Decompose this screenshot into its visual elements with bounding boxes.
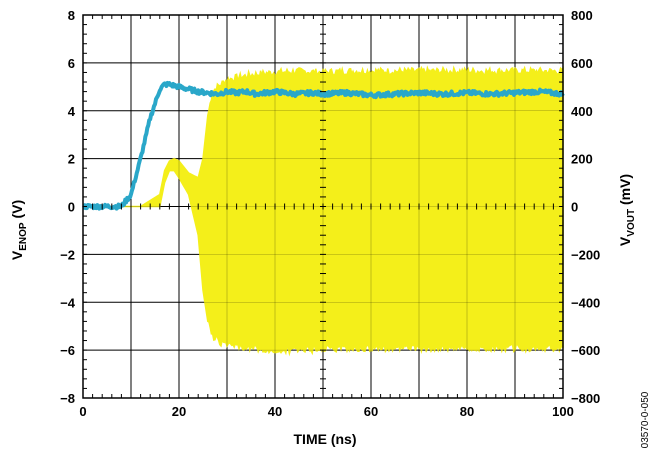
y-right-tick-label: 0 <box>571 200 578 215</box>
y-left-tick-label: 4 <box>68 104 76 119</box>
x-tick-label: 100 <box>552 404 574 419</box>
y-left-tick-label: −8 <box>60 391 75 406</box>
x-axis-title: TIME (ns) <box>294 431 357 447</box>
y-right-tick-label: 400 <box>571 104 593 119</box>
y-right-tick-label: 600 <box>571 56 593 71</box>
tick-labels: 0 20 40 60 80 10086420−2−4−6−88006004002000−2… <box>60 8 600 419</box>
y-left-tick-label: 8 <box>68 8 75 23</box>
x-tick-label: 40 <box>268 404 282 419</box>
y-right-tick-label: 200 <box>571 152 593 167</box>
y-right-tick-label: 800 <box>571 8 593 23</box>
y-left-tick-label: 6 <box>68 56 75 71</box>
x-tick-label: 80 <box>460 404 474 419</box>
y-left-tick-label: −2 <box>60 247 75 262</box>
x-tick-label: 0 <box>79 404 86 419</box>
y-left-tick-label: −4 <box>60 295 76 310</box>
y-right-tick-label: −600 <box>571 343 600 358</box>
minor-ticks <box>82 14 564 399</box>
y-left-tick-label: 2 <box>68 152 75 167</box>
y-right-tick-label: −200 <box>571 247 600 262</box>
right-axis-title: VVOUT (mV) <box>617 174 637 246</box>
y-right-tick-label: −400 <box>571 295 600 310</box>
figure-code: 03570-0-050 <box>640 391 651 448</box>
x-tick-label: 20 <box>172 404 186 419</box>
left-axis-title: VENOP (V) <box>9 200 29 260</box>
y-right-tick-label: −800 <box>571 391 600 406</box>
series-line <box>82 80 565 211</box>
y-left-tick-label: 0 <box>68 200 75 215</box>
x-tick-label: 60 <box>364 404 378 419</box>
y-left-tick-label: −6 <box>60 343 75 358</box>
